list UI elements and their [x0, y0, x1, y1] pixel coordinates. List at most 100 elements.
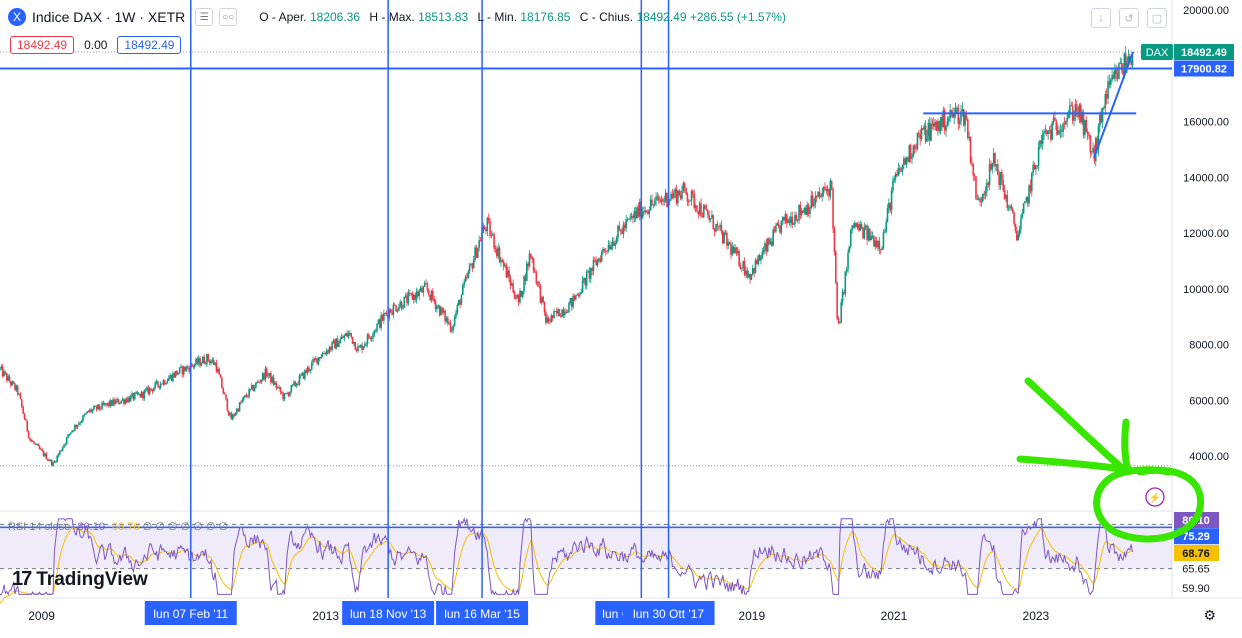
- candle-body: [543, 301, 546, 313]
- candle-body: [796, 219, 799, 221]
- candle-body: [140, 391, 143, 398]
- candle-body: [423, 283, 426, 287]
- alert-lightning-icon[interactable]: [1145, 487, 1165, 507]
- candle-body: [42, 450, 45, 456]
- candle-body: [754, 260, 757, 274]
- candle-body: [598, 258, 600, 260]
- candle-body: [68, 433, 71, 435]
- candle-body: [1017, 234, 1019, 241]
- settings-gear-icon[interactable]: ⚙: [1203, 607, 1216, 623]
- rsi-name: RSI 14 close: [8, 521, 71, 533]
- vertical-line-date-label-bg: [436, 601, 529, 625]
- green-arrow-head: [1016, 418, 1134, 474]
- candle-body: [927, 123, 930, 136]
- candle-body: [328, 347, 331, 353]
- candle-body: [967, 119, 969, 138]
- candle-body: [686, 194, 689, 202]
- candle-body: [890, 190, 893, 211]
- candle-body: [513, 292, 516, 299]
- candle-body: [422, 286, 425, 293]
- candle-body: [885, 222, 887, 232]
- candle-body: [406, 295, 408, 304]
- candle-body: [1108, 81, 1111, 85]
- candle-body: [882, 232, 885, 248]
- spread-value: 0.00: [84, 38, 108, 52]
- candle-body: [600, 251, 603, 262]
- candle-body: [583, 278, 585, 281]
- undo-icon[interactable]: ↺: [1119, 8, 1139, 28]
- candle-body: [94, 406, 97, 407]
- candle-body: [163, 380, 166, 385]
- candle-body: [300, 375, 302, 377]
- candle-body: [517, 295, 520, 303]
- candle-body: [151, 389, 154, 392]
- candle-body: [973, 175, 976, 177]
- candle-body: [810, 195, 813, 209]
- bid-button[interactable]: 18492.49: [10, 36, 75, 54]
- candle-body: [722, 231, 724, 244]
- candle-body: [1104, 94, 1107, 109]
- candle-body: [105, 403, 107, 405]
- candle-body: [110, 400, 113, 406]
- candle-body: [408, 292, 411, 294]
- candle-body: [833, 228, 836, 252]
- candle-body: [430, 290, 433, 301]
- candle-body: [1109, 80, 1112, 85]
- candle-body: [123, 399, 125, 404]
- candle-body: [483, 226, 486, 230]
- candle-body: [497, 247, 500, 257]
- candle-body: [565, 311, 568, 313]
- candle-body: [707, 210, 709, 216]
- candle-body: [531, 256, 534, 259]
- candle-body: [905, 157, 908, 165]
- symbol-title[interactable]: Indice DAX · 1W · XETR: [32, 9, 186, 25]
- candle-body: [745, 270, 747, 275]
- candle-body: [142, 391, 144, 399]
- candle-body: [202, 356, 204, 364]
- candle-body: [324, 353, 327, 355]
- candle-body: [750, 274, 753, 280]
- candle-body: [558, 309, 561, 317]
- candle-body: [942, 110, 945, 128]
- candle-body: [226, 399, 229, 411]
- candle-body: [381, 314, 384, 321]
- candle-body: [449, 323, 452, 332]
- candle-body: [1047, 130, 1049, 135]
- candle-body: [628, 218, 630, 220]
- candle-body: [1036, 165, 1039, 167]
- candle-body: [892, 180, 894, 191]
- fullscreen-icon[interactable]: ▢: [1147, 8, 1167, 28]
- candle-body: [1122, 70, 1124, 75]
- candle-body: [734, 247, 736, 254]
- candle-body: [912, 145, 915, 157]
- candle-body: [448, 323, 450, 324]
- candle-body: [515, 298, 517, 300]
- trend-line[interactable]: [1093, 51, 1135, 159]
- candle-body: [1120, 62, 1123, 71]
- candle-body: [636, 207, 638, 219]
- candle-body: [426, 284, 429, 291]
- candle-body: [894, 173, 897, 179]
- candle-body: [854, 223, 856, 228]
- candle-body: [668, 199, 671, 201]
- candle-body: [787, 219, 789, 223]
- compare-icon[interactable]: ☰: [195, 8, 214, 26]
- more-icon[interactable]: ○○: [219, 8, 238, 26]
- ask-button[interactable]: 18492.49: [117, 36, 182, 54]
- candle-body: [711, 215, 713, 219]
- candle-body: [651, 199, 653, 205]
- candle-body: [3, 371, 5, 377]
- candle-body: [1041, 133, 1044, 144]
- candle-body: [1025, 197, 1028, 202]
- candle-body: [739, 265, 742, 269]
- candle-body: [285, 393, 287, 395]
- candle-body: [457, 300, 460, 305]
- candle-body: [962, 108, 965, 126]
- candle-body: [727, 242, 730, 246]
- candle-body: [6, 373, 8, 381]
- download-icon[interactable]: ↓: [1091, 8, 1111, 28]
- candle-body: [990, 164, 992, 170]
- candle-body: [961, 108, 964, 112]
- candle-body: [157, 381, 159, 386]
